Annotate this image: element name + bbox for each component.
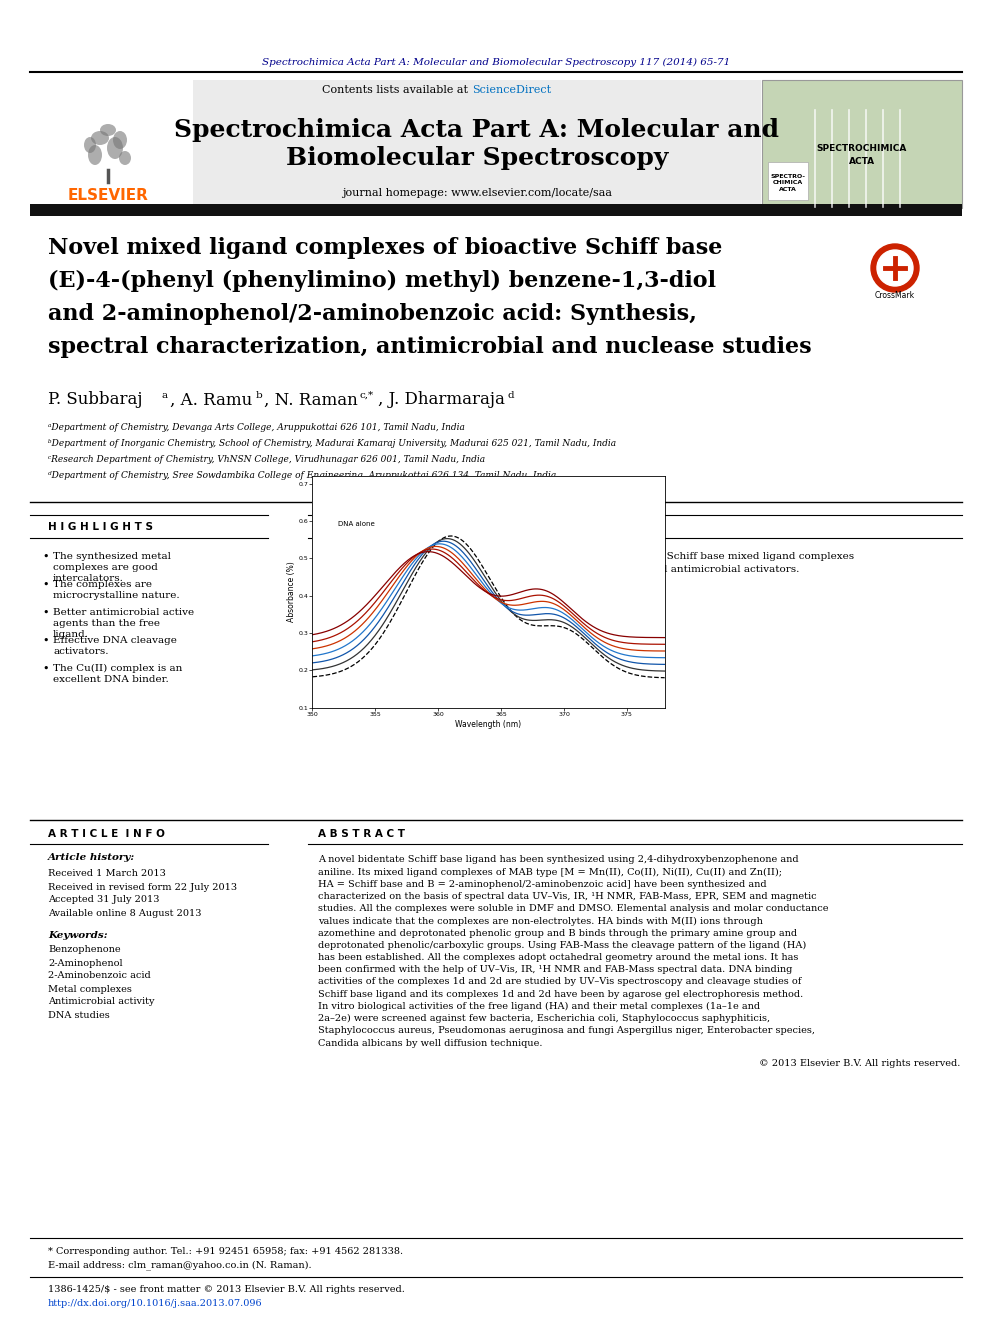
Text: characterized on the basis of spectral data UV–Vis, IR, ¹H NMR, FAB-Mass, EPR, S: characterized on the basis of spectral d… bbox=[318, 892, 816, 901]
Text: •: • bbox=[42, 664, 49, 673]
Y-axis label: Absorbance (%): Absorbance (%) bbox=[287, 562, 296, 622]
Text: Article history:: Article history: bbox=[48, 853, 135, 863]
Text: H I G H L I G H T S: H I G H L I G H T S bbox=[48, 523, 153, 532]
Circle shape bbox=[871, 243, 919, 292]
Text: Spectrochimica Acta Part A: Molecular and: Spectrochimica Acta Part A: Molecular an… bbox=[175, 118, 780, 142]
Text: P. Subbaraj: P. Subbaraj bbox=[48, 392, 143, 409]
Bar bbox=[30, 79, 192, 208]
Text: SPECTRO-
CHIMICA
ACTA: SPECTRO- CHIMICA ACTA bbox=[771, 175, 806, 192]
Text: studies. All the complexes were soluble in DMF and DMSO. Elemental analysis and : studies. All the complexes were soluble … bbox=[318, 905, 828, 913]
Text: d: d bbox=[508, 390, 515, 400]
Text: values indicate that the complexes are non-electrolytes. HA binds with M(II) ion: values indicate that the complexes are n… bbox=[318, 917, 763, 926]
Text: SPECTROCHIMICA
ACTA: SPECTROCHIMICA ACTA bbox=[816, 144, 908, 165]
Text: ᵃDepartment of Chemistry, Devanga Arts College, Aruppukottai 626 101, Tamil Nadu: ᵃDepartment of Chemistry, Devanga Arts C… bbox=[48, 423, 465, 433]
Text: The synthesized metal: The synthesized metal bbox=[53, 552, 171, 561]
Text: 2a–2e) were screened against few bacteria, Escherichia coli, Staphylococcus saph: 2a–2e) were screened against few bacteri… bbox=[318, 1013, 770, 1023]
Ellipse shape bbox=[84, 138, 96, 153]
Text: act as good DNA binding and DNA cleaving agents. They are good antimicrobial act: act as good DNA binding and DNA cleaving… bbox=[318, 565, 800, 574]
Text: , J. Dharmaraja: , J. Dharmaraja bbox=[378, 392, 505, 409]
Text: The complexes are: The complexes are bbox=[53, 579, 152, 589]
Text: spectral characterization, antimicrobial and nuclease studies: spectral characterization, antimicrobial… bbox=[48, 336, 811, 359]
Ellipse shape bbox=[119, 151, 131, 165]
Text: HA = Schiff base and B = 2-aminophenol/2-aminobenzoic acid] have been synthesize: HA = Schiff base and B = 2-aminophenol/2… bbox=[318, 880, 767, 889]
Text: activities of the complexes 1d and 2d are studied by UV–Vis spectroscopy and cle: activities of the complexes 1d and 2d ar… bbox=[318, 978, 802, 987]
Text: ScienceDirect: ScienceDirect bbox=[472, 85, 552, 95]
Text: DNA studies: DNA studies bbox=[48, 1011, 110, 1020]
Text: Benzophenone: Benzophenone bbox=[48, 946, 121, 954]
Ellipse shape bbox=[107, 138, 123, 159]
Bar bbox=[768, 161, 808, 200]
Ellipse shape bbox=[91, 131, 109, 146]
Text: A R T I C L E  I N F O: A R T I C L E I N F O bbox=[48, 830, 165, 839]
Text: 1386-1425/$ - see front matter © 2013 Elsevier B.V. All rights reserved.: 1386-1425/$ - see front matter © 2013 El… bbox=[48, 1286, 405, 1294]
Text: http://dx.doi.org/10.1016/j.saa.2013.07.096: http://dx.doi.org/10.1016/j.saa.2013.07.… bbox=[48, 1298, 263, 1307]
Text: agents than the free: agents than the free bbox=[53, 619, 160, 628]
Text: , N. Raman: , N. Raman bbox=[264, 392, 358, 409]
Text: Received 1 March 2013: Received 1 March 2013 bbox=[48, 869, 166, 878]
Ellipse shape bbox=[113, 131, 127, 149]
Text: been confirmed with the help of UV–Vis, IR, ¹H NMR and FAB-Mass spectral data. D: been confirmed with the help of UV–Vis, … bbox=[318, 966, 793, 974]
Text: Biomolecular Spectroscopy: Biomolecular Spectroscopy bbox=[286, 146, 669, 169]
Text: ᵇDepartment of Inorganic Chemistry, School of Chemistry, Madurai Kamaraj Univers: ᵇDepartment of Inorganic Chemistry, Scho… bbox=[48, 439, 616, 448]
Text: E-mail address: clm_raman@yahoo.co.in (N. Raman).: E-mail address: clm_raman@yahoo.co.in (N… bbox=[48, 1259, 311, 1270]
Text: , A. Ramu: , A. Ramu bbox=[170, 392, 252, 409]
X-axis label: Wavelength (nm): Wavelength (nm) bbox=[455, 720, 522, 729]
Text: In vitro biological activities of the free ligand (HA) and their metal complexes: In vitro biological activities of the fr… bbox=[318, 1002, 760, 1011]
Text: 2-Aminobenzoic acid: 2-Aminobenzoic acid bbox=[48, 971, 151, 980]
Text: ᵈDepartment of Chemistry, Sree Sowdambika College of Engineering, Aruppukottai 6: ᵈDepartment of Chemistry, Sree Sowdambik… bbox=[48, 471, 557, 480]
Text: •: • bbox=[42, 579, 49, 590]
Text: activators.: activators. bbox=[53, 647, 108, 656]
Text: ELSEVIER: ELSEVIER bbox=[67, 188, 149, 204]
Text: complexes are good: complexes are good bbox=[53, 564, 158, 572]
Bar bbox=[30, 204, 962, 216]
Text: Staphylococcus aureus, Pseudomonas aeruginosa and fungi Aspergillus niger, Enter: Staphylococcus aureus, Pseudomonas aerug… bbox=[318, 1027, 815, 1036]
Text: •: • bbox=[42, 636, 49, 646]
Circle shape bbox=[877, 250, 913, 286]
Text: c,*: c,* bbox=[360, 390, 374, 400]
Text: intercalators.: intercalators. bbox=[53, 574, 124, 583]
Text: Available online 8 August 2013: Available online 8 August 2013 bbox=[48, 909, 201, 917]
Text: * Corresponding author. Tel.: +91 92451 65958; fax: +91 4562 281338.: * Corresponding author. Tel.: +91 92451 … bbox=[48, 1248, 403, 1257]
Text: •: • bbox=[42, 609, 49, 618]
Text: A B S T R A C T: A B S T R A C T bbox=[318, 830, 405, 839]
Text: 2-Aminophenol: 2-Aminophenol bbox=[48, 958, 123, 967]
Text: Spectrochimica Acta Part A: Molecular and Biomolecular Spectroscopy 117 (2014) 6: Spectrochimica Acta Part A: Molecular an… bbox=[262, 57, 730, 66]
Text: aniline. Its mixed ligand complexes of MAB type [M = Mn(II), Co(II), Ni(II), Cu(: aniline. Its mixed ligand complexes of M… bbox=[318, 868, 782, 877]
Text: (E)-4-(phenyl (phenylimino) methyl) benzene-1,3-diol: (E)-4-(phenyl (phenylimino) methyl) benz… bbox=[48, 270, 716, 292]
Text: Accepted 31 July 2013: Accepted 31 July 2013 bbox=[48, 896, 160, 905]
Text: Contents lists available at: Contents lists available at bbox=[322, 85, 472, 95]
Text: Keywords:: Keywords: bbox=[48, 930, 107, 939]
Text: b: b bbox=[256, 390, 263, 400]
Text: •: • bbox=[42, 552, 49, 562]
Text: Antimicrobial activity: Antimicrobial activity bbox=[48, 998, 155, 1007]
Text: Effective DNA cleavage: Effective DNA cleavage bbox=[53, 636, 177, 646]
Text: CrossMark: CrossMark bbox=[875, 291, 915, 300]
Text: deprotonated phenolic/carboxylic groups. Using FAB-Mass the cleavage pattern of : deprotonated phenolic/carboxylic groups.… bbox=[318, 941, 806, 950]
Text: Novel mixed ligand complexes of bioactive Schiff base: Novel mixed ligand complexes of bioactiv… bbox=[48, 237, 722, 259]
Text: G R A P H I C A L  A B S T R A C T: G R A P H I C A L A B S T R A C T bbox=[318, 523, 508, 532]
Text: has been established. All the complexes adopt octahedral geometry around the met: has been established. All the complexes … bbox=[318, 953, 799, 962]
Text: Schiff base ligand and its complexes 1d and 2d have been by agarose gel electrop: Schiff base ligand and its complexes 1d … bbox=[318, 990, 804, 999]
Text: excellent DNA binder.: excellent DNA binder. bbox=[53, 675, 169, 684]
Ellipse shape bbox=[100, 124, 116, 136]
Text: Candida albicans by well diffusion technique.: Candida albicans by well diffusion techn… bbox=[318, 1039, 543, 1048]
Text: DNA alone: DNA alone bbox=[337, 521, 374, 527]
Text: a: a bbox=[162, 390, 168, 400]
Text: © 2013 Elsevier B.V. All rights reserved.: © 2013 Elsevier B.V. All rights reserved… bbox=[759, 1058, 960, 1068]
Text: The (E)-4-(phenyl (phenylimino) methyl) benzene-1,3-diol derived Schiff base mix: The (E)-4-(phenyl (phenylimino) methyl) … bbox=[318, 552, 854, 561]
Text: ligand.: ligand. bbox=[53, 630, 89, 639]
Text: and 2-aminophenol/2-aminobenzoic acid: Synthesis,: and 2-aminophenol/2-aminobenzoic acid: S… bbox=[48, 303, 696, 325]
Text: Received in revised form 22 July 2013: Received in revised form 22 July 2013 bbox=[48, 882, 237, 892]
Text: The Cu(II) complex is an: The Cu(II) complex is an bbox=[53, 664, 183, 673]
Text: Better antimicrobial active: Better antimicrobial active bbox=[53, 609, 194, 617]
Text: A novel bidentate Schiff base ligand has been synthesized using 2,4-dihydroxyben: A novel bidentate Schiff base ligand has… bbox=[318, 856, 799, 864]
Text: Metal complexes: Metal complexes bbox=[48, 984, 132, 994]
Bar bbox=[193, 79, 761, 208]
Ellipse shape bbox=[88, 146, 102, 165]
Text: azomethine and deprotonated phenolic group and B binds through the primary amine: azomethine and deprotonated phenolic gro… bbox=[318, 929, 798, 938]
Text: journal homepage: www.elsevier.com/locate/saa: journal homepage: www.elsevier.com/locat… bbox=[342, 188, 612, 198]
Bar bbox=[762, 79, 962, 208]
Text: ᶜResearch Department of Chemistry, VhNSN College, Virudhunagar 626 001, Tamil Na: ᶜResearch Department of Chemistry, VhNSN… bbox=[48, 455, 485, 464]
Text: microcrystalline nature.: microcrystalline nature. bbox=[53, 591, 180, 601]
